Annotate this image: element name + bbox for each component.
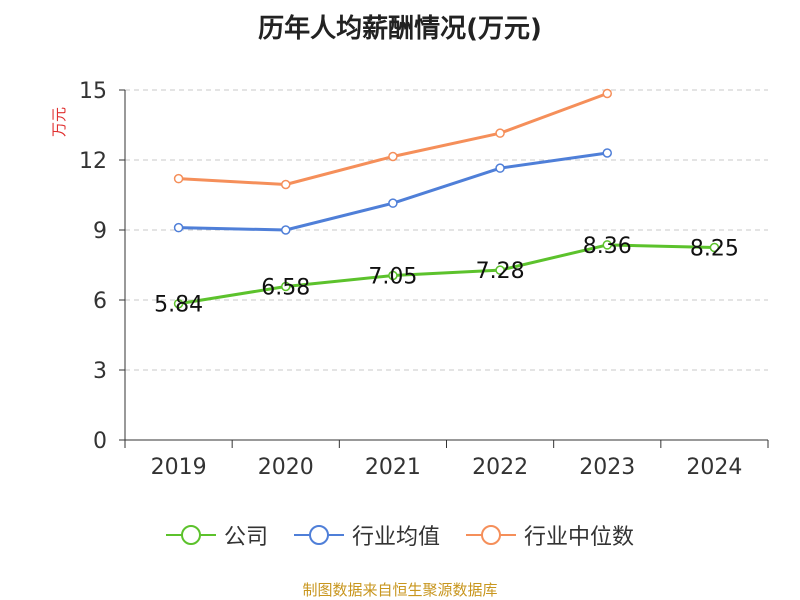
data-point (173, 173, 184, 184)
chart-title: 历年人均薪酬情况(万元) (258, 14, 542, 44)
data-point (388, 270, 398, 281)
data-point (173, 298, 184, 309)
series-line-1 (178, 151, 608, 232)
data-point (495, 163, 505, 173)
data-point (709, 242, 720, 253)
legend-item-industry-median[interactable]: 行业中位数 (466, 519, 634, 551)
y-axis-label: 万元 (50, 107, 68, 137)
series-group (173, 88, 720, 309)
data-point (495, 128, 505, 138)
y-tick-label: 9 (93, 219, 107, 244)
data-point (388, 198, 398, 208)
y-tick-label: 6 (93, 289, 107, 314)
legend-label: 行业中位数 (524, 525, 635, 550)
legend-marker-icon (293, 525, 344, 545)
data-labels: 5.84 6.58 7.05 7.28 8.36 8.25 (154, 234, 739, 318)
source-note: 制图数据来自恒生聚源数据库 (302, 581, 498, 599)
data-label: 7.05 (368, 265, 417, 290)
x-tick-label: 2020 (258, 455, 314, 480)
y-tick-label: 12 (79, 149, 107, 174)
legend-marker-icon (165, 525, 216, 545)
data-label: 6.58 (261, 275, 310, 300)
series-line-0 (178, 243, 715, 306)
data-label: 8.36 (583, 234, 632, 259)
data-point (388, 151, 398, 162)
legend: 公司 行业均值 行业中位数 (0, 519, 800, 551)
data-label: 8.25 (690, 237, 739, 262)
data-point (495, 265, 505, 275)
x-tick-label: 2023 (579, 455, 635, 480)
data-point (602, 148, 612, 158)
data-point (281, 225, 291, 235)
series-line-2 (178, 92, 608, 186)
y-tick-label: 15 (79, 79, 107, 104)
legend-marker-icon (466, 525, 516, 545)
data-label: 7.28 (476, 259, 525, 284)
axes: 0 3 6 9 12 15 2019 2020 2021 2022 2023 2024 (79, 79, 769, 480)
data-label: 5.84 (154, 293, 203, 318)
gridlines (125, 89, 768, 371)
x-tick-label: 2019 (151, 455, 207, 480)
data-point (602, 240, 612, 250)
data-point (602, 88, 612, 99)
legend-item-industry-avg[interactable]: 行业均值 (293, 519, 440, 551)
x-tick-label: 2022 (472, 455, 528, 480)
x-tick-label: 2021 (365, 455, 421, 480)
data-point (173, 222, 184, 233)
y-tick-label: 3 (93, 359, 107, 384)
legend-label: 行业均值 (351, 525, 440, 550)
x-tick-label: 2024 (686, 455, 742, 480)
legend-item-company[interactable]: 公司 (165, 519, 268, 551)
legend-label: 公司 (223, 525, 268, 550)
data-point (281, 281, 291, 292)
data-point (281, 179, 291, 190)
y-tick-label: 0 (93, 429, 107, 454)
